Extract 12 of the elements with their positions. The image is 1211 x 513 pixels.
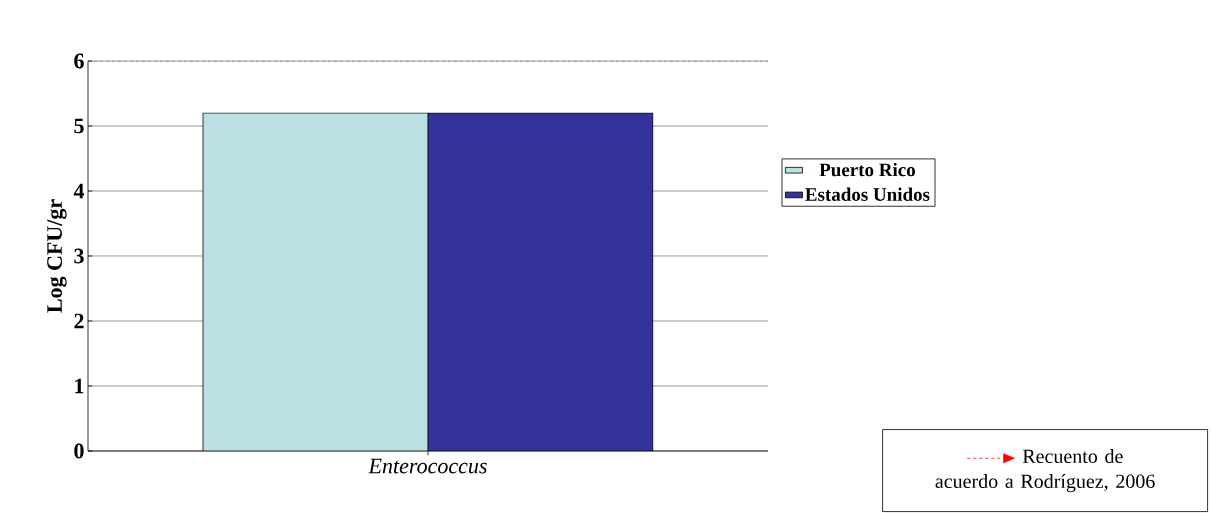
x-tick-label: Enterococcus	[368, 458, 487, 474]
y-tick-label: 3	[74, 248, 84, 264]
y-tick-label: 1	[75, 378, 84, 394]
legend-label: Recuento de acuerdo a Rodríguez, 2006	[935, 448, 1155, 493]
y-tick-label: 6	[74, 53, 84, 69]
y-axis-title: Log CFU/gr	[47, 199, 67, 313]
legend-label: Puerto Rico	[819, 162, 915, 177]
y-tick-label: 2	[74, 313, 84, 329]
y-tick-label: 0	[74, 443, 84, 459]
legend-label: Estados Unidos	[805, 187, 930, 201]
y-tick-label: 4	[73, 183, 85, 199]
y-tick-label: 5	[74, 118, 84, 134]
